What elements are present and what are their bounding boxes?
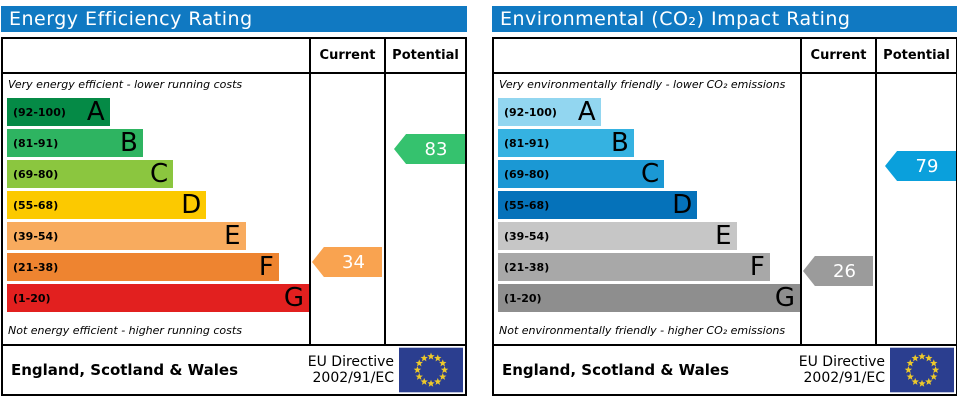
chart-body: Very environmentally friendly - lower CO… <box>494 74 956 344</box>
band-row-D: (55-68) D <box>498 190 698 220</box>
potential-column-header: Potential <box>883 48 950 63</box>
band-letter: G <box>774 283 795 313</box>
region-label: England, Scotland & Wales <box>502 361 730 379</box>
rating-bands: (92-100) A (81-91) B (69-80) C (55-68) D (39-54)… <box>7 98 309 315</box>
band-letter: C <box>149 159 169 189</box>
band-letter: C <box>640 159 660 189</box>
band-range-label: (92-100) <box>13 105 66 119</box>
potential-rating-arrow: 83 <box>394 134 465 164</box>
rating-chart-box: Current Potential Very environmentally f… <box>492 37 957 396</box>
chart-header-row: Current Potential <box>494 39 956 74</box>
eu-flag-icon <box>890 347 954 393</box>
current-rating-arrow: 34 <box>312 247 382 277</box>
chart-footer: England, Scotland & Wales EU Directive 2… <box>494 344 956 394</box>
header-spacer-cell <box>494 39 802 72</box>
chart-footer: England, Scotland & Wales EU Directive 2… <box>3 344 465 394</box>
eu-directive-label: EU Directive 2002/91/EC <box>308 354 399 386</box>
band-row-E: (39-54) E <box>7 222 246 250</box>
band-row-E: (39-54) E <box>498 222 737 250</box>
band-row-G: (1-20) G <box>498 284 800 312</box>
eu-directive-line1: EU Directive <box>307 353 394 370</box>
band-range-label: (55-68) <box>13 198 59 212</box>
band-range-label: (39-54) <box>504 229 550 243</box>
potential-column-header: Potential <box>392 48 459 63</box>
band-row-G: (1-20) G <box>7 284 309 312</box>
chart-body: Very energy efficient - lower running co… <box>3 74 465 344</box>
band-range-label: (1-20) <box>13 291 51 305</box>
band-letter: E <box>224 221 241 251</box>
caption-top: Very energy efficient - lower running co… <box>8 78 243 91</box>
band-letter: D <box>181 190 202 220</box>
eu-directive-line1: EU Directive <box>798 353 885 370</box>
eu-flag-icon <box>399 347 463 393</box>
band-range-label: (81-91) <box>13 136 59 150</box>
band-letter: A <box>86 97 105 127</box>
environmental-co2-impact-panel: Environmental (CO₂) Impact Rating Curren… <box>492 0 957 396</box>
current-column-header: Current <box>311 39 386 72</box>
eu-directive-line2: 2002/91/EC <box>803 370 886 386</box>
band-row-D: (55-68) D <box>7 190 207 220</box>
band-letter: D <box>672 190 693 220</box>
caption-bottom: Not energy efficient - higher running co… <box>8 324 242 337</box>
band-range-label: (21-38) <box>504 260 550 274</box>
eu-directive-label: EU Directive 2002/91/EC <box>799 354 890 386</box>
band-row-F: (21-38) F <box>498 253 770 281</box>
band-letter: F <box>749 252 765 282</box>
panel-title-bar: Environmental (CO₂) Impact Rating <box>492 6 957 32</box>
current-column-divider <box>800 74 802 344</box>
rating-chart-box: Current Potential Very energy efficient … <box>1 37 467 396</box>
band-row-C: (69-80) C <box>498 159 665 189</box>
region-label: England, Scotland & Wales <box>11 361 239 379</box>
band-row-B: (81-91) B <box>498 129 634 157</box>
band-row-F: (21-38) F <box>7 253 279 281</box>
header-spacer-cell <box>3 39 311 72</box>
band-letter: B <box>120 128 138 158</box>
chart-header-row: Current Potential <box>3 39 465 74</box>
potential-column-divider <box>875 74 877 344</box>
band-range-label: (81-91) <box>504 136 550 150</box>
current-column-header: Current <box>802 39 877 72</box>
band-letter: A <box>577 97 596 127</box>
band-range-label: (55-68) <box>504 198 550 212</box>
potential-rating-arrow: 79 <box>885 151 956 181</box>
panel-title: Environmental (CO₂) Impact Rating <box>500 8 851 30</box>
band-range-label: (92-100) <box>504 105 557 119</box>
band-letter: G <box>283 283 304 313</box>
band-letter: B <box>611 128 629 158</box>
panel-title-bar: Energy Efficiency Rating <box>1 6 467 32</box>
band-row-A: (92-100) A <box>7 98 110 126</box>
band-row-B: (81-91) B <box>7 129 143 157</box>
band-range-label: (1-20) <box>504 291 542 305</box>
band-range-label: (69-80) <box>13 167 59 181</box>
current-column-divider <box>309 74 311 344</box>
caption-bottom: Not environmentally friendly - higher CO… <box>499 324 786 337</box>
band-row-C: (69-80) C <box>7 159 174 189</box>
caption-top: Very environmentally friendly - lower CO… <box>499 78 786 91</box>
band-range-label: (21-38) <box>13 260 59 274</box>
rating-bands: (92-100) A (81-91) B (69-80) C (55-68) D (39-54)… <box>498 98 800 315</box>
band-letter: F <box>258 252 274 282</box>
band-row-A: (92-100) A <box>498 98 601 126</box>
eu-directive-line2: 2002/91/EC <box>312 370 395 386</box>
band-letter: E <box>715 221 732 251</box>
energy-efficiency-panel: Energy Efficiency Rating Current Potenti… <box>1 0 467 396</box>
panel-title: Energy Efficiency Rating <box>9 8 253 30</box>
band-range-label: (69-80) <box>504 167 550 181</box>
band-range-label: (39-54) <box>13 229 59 243</box>
potential-column-divider <box>384 74 386 344</box>
current-rating-arrow: 26 <box>803 256 873 286</box>
